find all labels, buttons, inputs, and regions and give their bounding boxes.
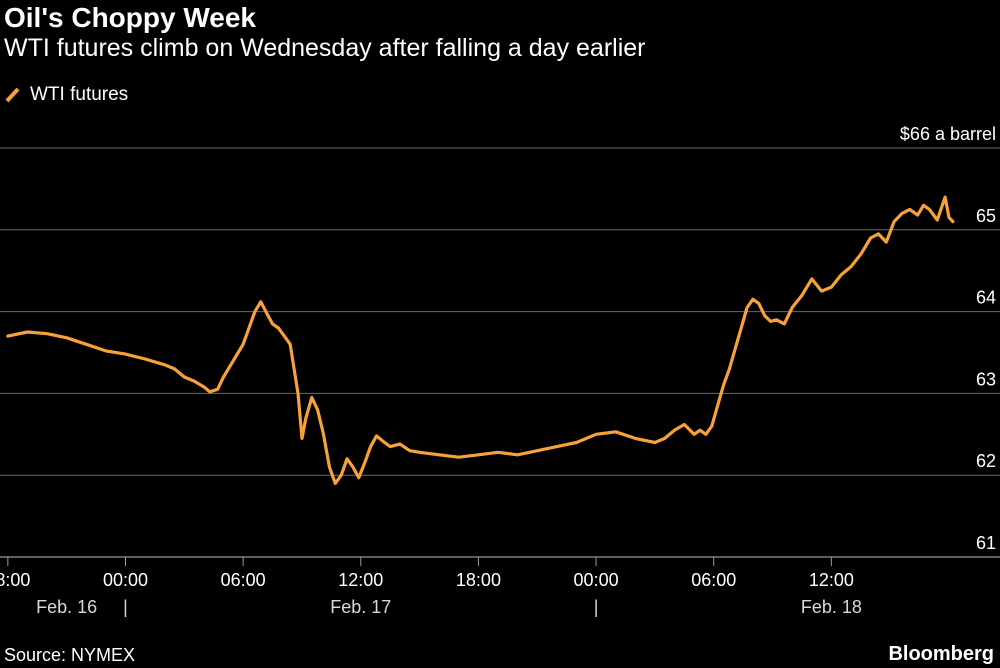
x-tick-label: 12:00 (809, 570, 854, 590)
x-tick-label: 00:00 (103, 570, 148, 590)
x-tick-label: 06:00 (691, 570, 736, 590)
bloomberg-logo: Bloomberg (888, 643, 994, 665)
date-separator: | (594, 597, 599, 617)
y-tick-label: 64 (976, 288, 996, 308)
x-tick-label: 12:00 (338, 570, 383, 590)
x-tick-label: 06:00 (221, 570, 266, 590)
legend-line-icon (5, 87, 20, 103)
date-separator: | (123, 597, 128, 617)
source-note: Source: NYMEX (4, 645, 136, 665)
x-tick-label: 18:00 (0, 570, 30, 590)
y-tick-label: 63 (976, 369, 996, 389)
y-tick-label: 65 (976, 206, 996, 226)
chart-subtitle: WTI futures climb on Wednesday after fal… (4, 34, 646, 62)
legend-label-wti-futures: WTI futures (30, 84, 129, 105)
date-label: Feb. 16 (36, 597, 97, 617)
x-tick-label: 00:00 (574, 570, 619, 590)
legend: WTI futures (4, 82, 128, 108)
x-tick-label: 18:00 (456, 570, 501, 590)
y-tick-label: 61 (976, 533, 996, 553)
date-label: Feb. 17 (330, 597, 391, 617)
legend-swatch-line (5, 87, 20, 103)
series-line-wti-futures (6, 195, 955, 485)
date-label: Feb. 18 (801, 597, 862, 617)
y-tick-label: $66 a barrel (900, 124, 996, 144)
y-tick-label: 62 (976, 451, 996, 471)
chart-title: Oil's Choppy Week (4, 2, 256, 33)
